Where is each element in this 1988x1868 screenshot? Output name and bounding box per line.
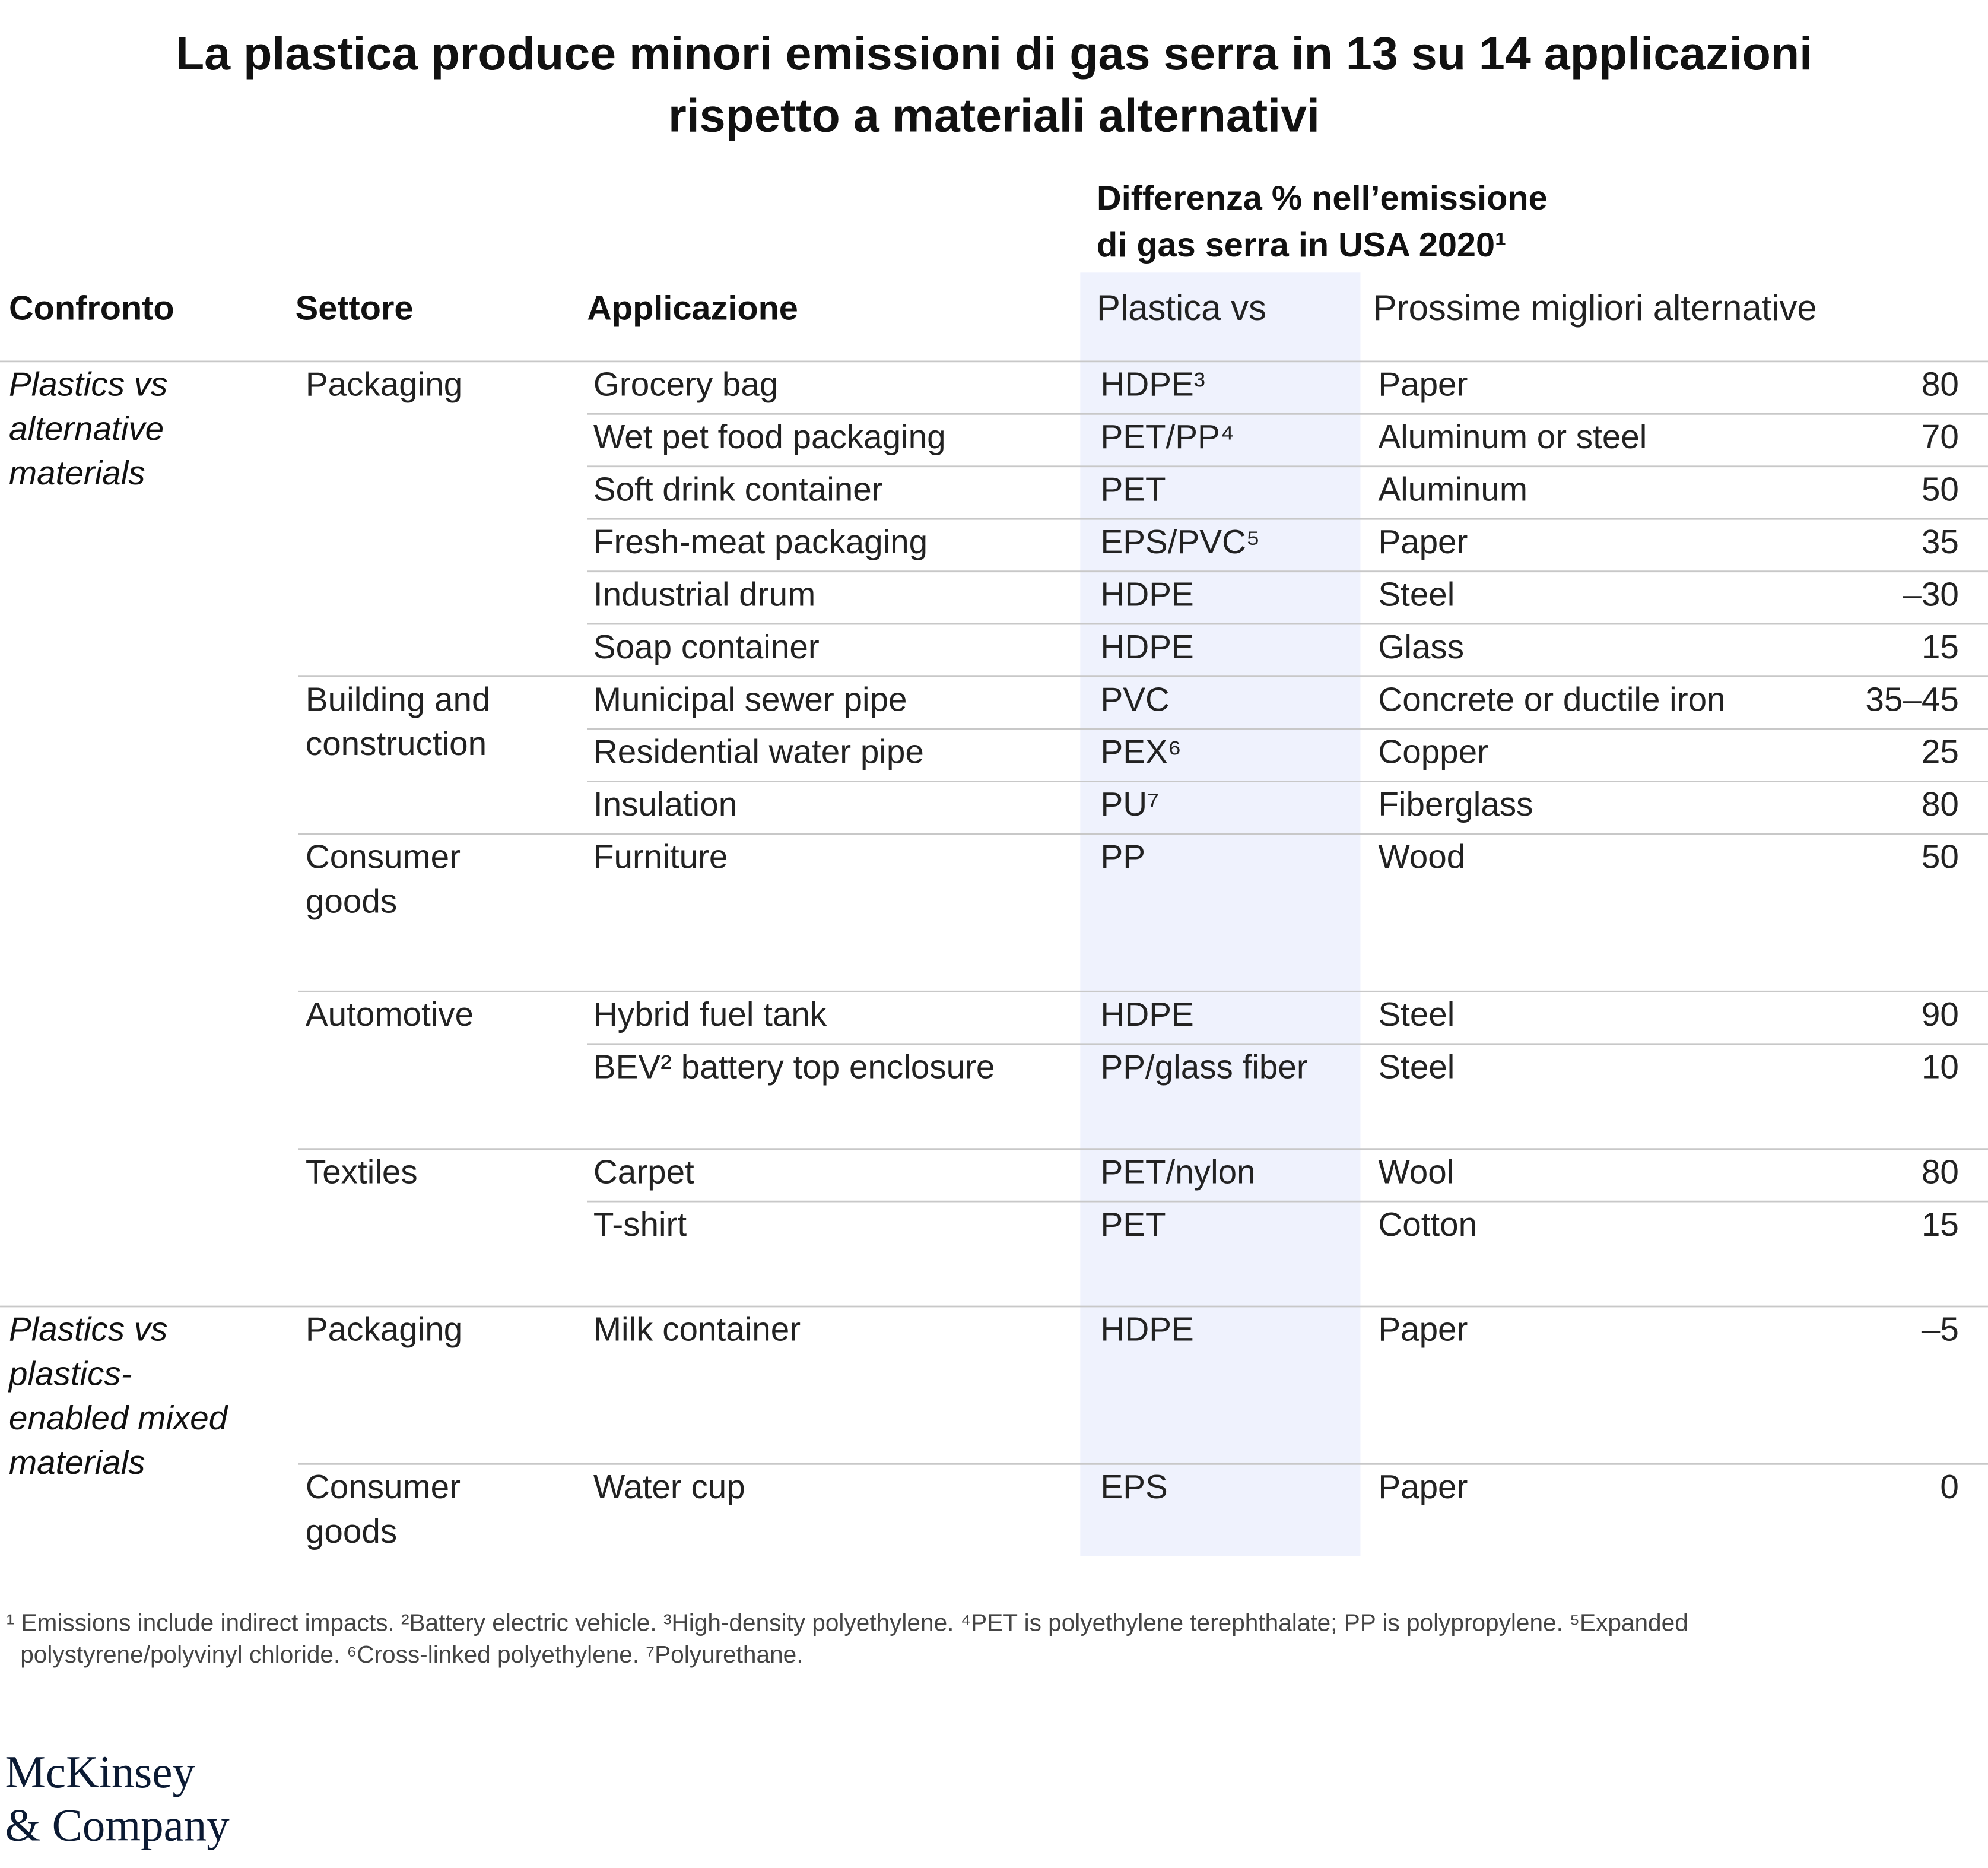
difference-value: 50 [1922,470,1959,508]
plastic: HDPE [1100,1311,1193,1348]
plastic: PET [1100,1206,1166,1243]
sector-label: goods [306,1512,397,1550]
difference-value: 35–45 [1865,680,1958,718]
comparison-label: Plastics vs [9,1311,167,1348]
alternative: Wood [1378,838,1465,876]
application: Fresh-meat packaging [593,523,928,560]
plastic: PET/PP⁴ [1100,418,1234,455]
difference-value: 70 [1922,418,1959,455]
comparison-label: plastics- [8,1355,132,1392]
application: Soft drink container [593,470,883,508]
column-header: Applicazione [587,290,798,328]
comparison-label: materials [9,1444,145,1481]
sector-label: Consumer [306,1468,461,1505]
super-header: Differenza % nell’emissione [1097,179,1548,217]
plastic: PU⁷ [1100,785,1159,823]
footnote: polystyrene/polyvinyl chloride. ⁶Cross-l… [20,1641,803,1668]
alternative: Glass [1378,628,1464,665]
difference-value: 80 [1922,366,1959,403]
plastic: PEX⁶ [1100,733,1182,770]
column-header: Plastica vs [1097,288,1266,328]
alternative: Paper [1378,523,1468,560]
super-header: di gas serra in USA 2020¹ [1097,226,1506,264]
column-header: Settore [296,290,414,328]
alternative: Steel [1378,575,1455,613]
title-line: La plastica produce minori emissioni di … [176,27,1812,80]
alternative: Aluminum or steel [1378,418,1647,455]
plastic: PET [1100,470,1166,508]
alternative: Paper [1378,366,1468,403]
comparison-label: enabled mixed [9,1399,228,1436]
alternative: Steel [1378,1048,1455,1085]
plastic: HDPE³ [1100,366,1205,403]
application: Insulation [593,785,737,823]
sector-label: Automotive [306,995,474,1033]
difference-value: 35 [1922,523,1959,560]
application: Municipal sewer pipe [593,680,907,718]
plastic: PP/glass fiber [1100,1048,1307,1085]
application: Grocery bag [593,366,779,403]
difference-value: 90 [1922,995,1959,1033]
alternative: Concrete or ductile iron [1378,680,1725,718]
difference-value: 0 [1940,1468,1958,1505]
application: BEV² battery top enclosure [593,1048,995,1085]
comparison-label: Plastics vs [9,366,167,403]
logo: McKinsey [5,1746,196,1797]
plastic: PVC [1100,680,1169,718]
column-header: Prossime migliori alternative [1373,288,1817,328]
column-highlight [1080,272,1361,1556]
difference-value: –5 [1922,1311,1959,1348]
application: Soap container [593,628,820,665]
difference-value: 15 [1922,628,1959,665]
comparison-label: materials [9,454,145,491]
logo: & Company [5,1800,230,1851]
application: Water cup [593,1468,745,1505]
application: Milk container [593,1311,801,1348]
sector-label: Packaging [306,1311,462,1348]
application: Wet pet food packaging [593,418,946,455]
plastic: EPS/PVC⁵ [1100,523,1260,560]
application: Furniture [593,838,728,876]
alternative: Copper [1378,733,1488,770]
sector-label: construction [306,725,487,762]
comparison-label: alternative [9,410,164,447]
difference-value: –30 [1903,575,1958,613]
plastic: HDPE [1100,628,1193,665]
application: T-shirt [593,1206,687,1243]
alternative: Paper [1378,1468,1468,1505]
application: Industrial drum [593,575,815,613]
title-line: rispetto a materiali alternativi [668,89,1320,142]
application: Hybrid fuel tank [593,995,827,1033]
sector-label: Packaging [306,366,462,403]
alternative: Wool [1378,1153,1454,1190]
alternative: Cotton [1378,1206,1477,1243]
plastic: PET/nylon [1100,1153,1255,1190]
difference-value: 80 [1922,1153,1959,1190]
difference-value: 50 [1922,838,1959,876]
plastic: EPS [1100,1468,1167,1505]
plastic: PP [1100,838,1145,876]
sector-label: Textiles [306,1153,418,1190]
footnote: ¹ Emissions include indirect impacts. ²B… [7,1609,1688,1637]
application: Carpet [593,1153,694,1190]
application: Residential water pipe [593,733,924,770]
plastic: HDPE [1100,575,1193,613]
alternative: Fiberglass [1378,785,1533,823]
difference-value: 15 [1922,1206,1959,1243]
plastic: HDPE [1100,995,1193,1033]
alternative: Paper [1378,1311,1468,1348]
alternative: Steel [1378,995,1455,1033]
sector-label: goods [306,882,397,919]
column-header: Confronto [9,290,174,328]
difference-value: 10 [1922,1048,1959,1085]
difference-value: 80 [1922,785,1959,823]
difference-value: 25 [1922,733,1959,770]
sector-label: Consumer [306,838,461,876]
sector-label: Building and [306,680,491,718]
alternative: Aluminum [1378,470,1527,508]
